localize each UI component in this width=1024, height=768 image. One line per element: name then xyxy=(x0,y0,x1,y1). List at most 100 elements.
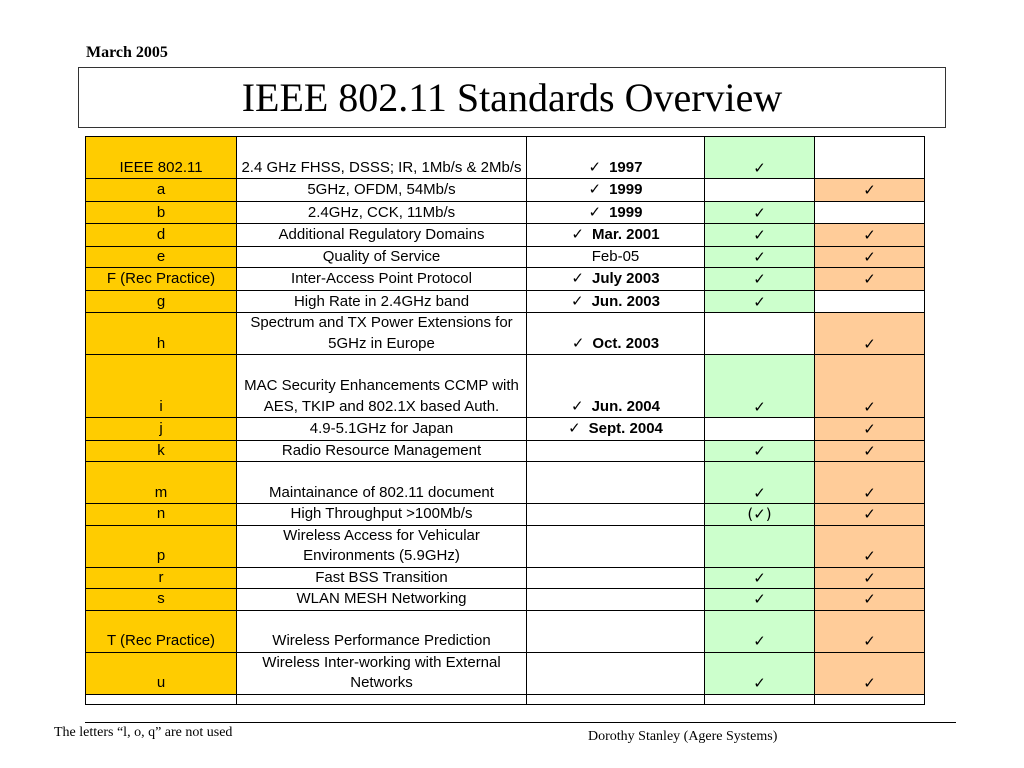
standard-description: 2.4GHz, CCK, 11Mb/s xyxy=(236,200,527,224)
empty-cell xyxy=(85,693,237,705)
standard-description: WLAN MESH Networking xyxy=(236,588,527,611)
column4-check: (✓) xyxy=(704,503,815,526)
completion-date: 1999 xyxy=(526,178,705,202)
table-row: r Fast BSS Transition ✓ ✓ xyxy=(85,566,925,589)
standards-table: IEEE 802.11 2.4 GHz FHSS, DSSS; IR, 1Mb/… xyxy=(85,136,925,705)
column4-check: ✓ xyxy=(704,566,815,589)
column4-check: ✓ xyxy=(704,245,815,268)
column5-check: ✓ xyxy=(814,524,925,568)
standard-name: b xyxy=(85,200,237,224)
column4-check: ✓ xyxy=(704,223,815,247)
column5-check: ✓ xyxy=(814,609,925,653)
standard-description: Wireless Performance Prediction xyxy=(236,609,527,653)
footer-note: The letters “l, o, q” are not used xyxy=(54,725,233,740)
column5-check: ✓ xyxy=(814,651,925,695)
completion-date xyxy=(526,524,705,568)
column4-check: ✓ xyxy=(704,267,815,291)
standard-name: k xyxy=(85,439,237,462)
table-row: b 2.4GHz, CCK, 11Mb/s 1999 ✓ xyxy=(85,200,925,224)
empty-cell xyxy=(704,693,815,705)
completion-date xyxy=(526,439,705,462)
standard-name: n xyxy=(85,503,237,526)
standard-description: High Rate in 2.4GHz band xyxy=(236,289,527,313)
table-row: F (Rec Practice) Inter-Access Point Prot… xyxy=(85,267,925,291)
standard-name: r xyxy=(85,566,237,589)
completion-date: Jun. 2003 xyxy=(526,289,705,313)
empty-cell xyxy=(236,693,527,705)
table-row: i MAC Security Enhancements CCMP with AE… xyxy=(85,354,925,418)
column4-check: ✓ xyxy=(704,588,815,611)
completion-date: 1999 xyxy=(526,200,705,224)
standard-description: Additional Regulatory Domains xyxy=(236,223,527,247)
standard-name: p xyxy=(85,524,237,568)
table-row: e Quality of Service Feb-05 ✓ ✓ xyxy=(85,245,925,268)
column4-check: ✓ xyxy=(704,354,815,418)
column4-check: ✓ xyxy=(704,651,815,695)
standard-name: g xyxy=(85,289,237,313)
standard-description: 4.9-5.1GHz for Japan xyxy=(236,417,527,441)
column4-check xyxy=(704,524,815,568)
column5-check xyxy=(814,200,925,224)
standard-description: Radio Resource Management xyxy=(236,439,527,462)
standard-description: 5GHz, OFDM, 54Mb/s xyxy=(236,178,527,202)
column5-check: ✓ xyxy=(814,588,925,611)
table-row: j 4.9-5.1GHz for Japan Sept. 2004 ✓ xyxy=(85,417,925,441)
column5-check xyxy=(814,289,925,313)
standard-name: m xyxy=(85,461,237,504)
column5-check: ✓ xyxy=(814,503,925,526)
column5-check: ✓ xyxy=(814,417,925,441)
table-row: a 5GHz, OFDM, 54Mb/s 1999 ✓ xyxy=(85,178,925,202)
standard-name: T (Rec Practice) xyxy=(85,609,237,653)
column4-check: ✓ xyxy=(704,609,815,653)
completion-date xyxy=(526,651,705,695)
column4-check xyxy=(704,178,815,202)
column4-check xyxy=(704,312,815,355)
completion-date xyxy=(526,503,705,526)
completion-date xyxy=(526,588,705,611)
column5-check: ✓ xyxy=(814,312,925,355)
standard-name: IEEE 802.11 xyxy=(85,136,237,179)
column5-check: ✓ xyxy=(814,223,925,247)
table-row-empty xyxy=(85,693,925,705)
standard-description: MAC Security Enhancements CCMP with AES,… xyxy=(236,354,527,418)
footer-divider xyxy=(85,722,956,723)
standard-description: Spectrum and TX Power Extensions for 5GH… xyxy=(236,312,527,355)
table-row: d Additional Regulatory Domains Mar. 200… xyxy=(85,223,925,247)
standard-description: Inter-Access Point Protocol xyxy=(236,267,527,291)
standard-description: High Throughput >100Mb/s xyxy=(236,503,527,526)
standard-description: Wireless Inter-working with External Net… xyxy=(236,651,527,695)
column5-check: ✓ xyxy=(814,267,925,291)
standard-description: Wireless Access for Vehicular Environmen… xyxy=(236,524,527,568)
table-row: g High Rate in 2.4GHz band Jun. 2003 ✓ xyxy=(85,289,925,313)
standard-description: Quality of Service xyxy=(236,245,527,268)
column4-check: ✓ xyxy=(704,461,815,504)
completion-date: Mar. 2001 xyxy=(526,223,705,247)
standard-name: u xyxy=(85,651,237,695)
completion-date: July 2003 xyxy=(526,267,705,291)
column5-check: ✓ xyxy=(814,566,925,589)
table-row: k Radio Resource Management ✓ ✓ xyxy=(85,439,925,462)
column5-check: ✓ xyxy=(814,178,925,202)
table-row: h Spectrum and TX Power Extensions for 5… xyxy=(85,312,925,355)
slide-title: IEEE 802.11 Standards Overview xyxy=(241,74,783,120)
column5-check: ✓ xyxy=(814,461,925,504)
table-row: u Wireless Inter-working with External N… xyxy=(85,651,925,695)
column4-check: ✓ xyxy=(704,136,815,179)
completion-date xyxy=(526,461,705,504)
standard-name: a xyxy=(85,178,237,202)
completion-date: Sept. 2004 xyxy=(526,417,705,441)
empty-cell xyxy=(526,693,705,705)
column4-check xyxy=(704,417,815,441)
column5-check: ✓ xyxy=(814,354,925,418)
footer-author: Dorothy Stanley (Agere Systems) xyxy=(588,729,778,744)
completion-date: Jun. 2004 xyxy=(526,354,705,418)
completion-date: Oct. 2003 xyxy=(526,312,705,355)
table-row: T (Rec Practice) Wireless Performance Pr… xyxy=(85,609,925,653)
column5-check: ✓ xyxy=(814,439,925,462)
standard-name: i xyxy=(85,354,237,418)
table-row: m Maintainance of 802.11 document ✓ ✓ xyxy=(85,461,925,504)
standard-name: s xyxy=(85,588,237,611)
completion-date xyxy=(526,609,705,653)
column5-check xyxy=(814,136,925,179)
completion-date: Feb-05 xyxy=(526,245,705,268)
